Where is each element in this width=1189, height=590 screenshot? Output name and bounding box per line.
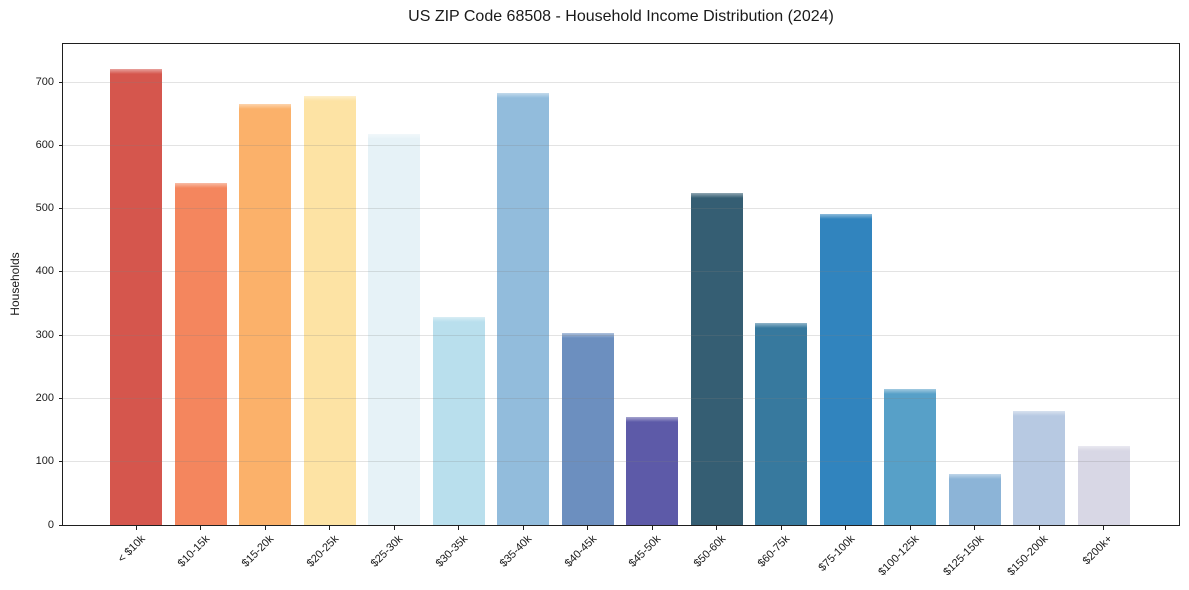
y-tick — [59, 461, 63, 463]
gridline — [63, 334, 1179, 336]
y-axis-title: Households — [8, 252, 22, 316]
bar — [239, 104, 291, 525]
x-tick — [780, 526, 782, 530]
y-tick-label: 700 — [35, 75, 54, 88]
bar — [497, 92, 549, 525]
x-tick — [393, 526, 395, 530]
bar — [690, 192, 743, 525]
gridline — [63, 397, 1179, 399]
y-tick-label: 300 — [35, 328, 54, 341]
y-tick — [59, 524, 63, 526]
x-tick-label: $10-15k — [175, 533, 212, 570]
bar — [1013, 411, 1065, 525]
x-tick-label: $60-75k — [755, 533, 793, 570]
chart-title: US ZIP Code 68508 - Household Income Dis… — [408, 8, 834, 25]
x-tick-label: $20-25k — [304, 533, 341, 570]
plot-area: < $10k $10-15k $15-20k $20-25k $25-30k $30-35… — [36, 43, 1180, 578]
x-tick-label: $75-100k — [816, 533, 857, 574]
x-tick-label: $150-200k — [1005, 533, 1051, 579]
x-tick-label: $15-20k — [239, 533, 277, 570]
bar — [819, 213, 872, 525]
bar — [110, 69, 162, 525]
gridline — [63, 208, 1179, 210]
x-tick-label: $100-125k — [876, 533, 922, 579]
bar — [626, 416, 678, 525]
x-tick — [974, 526, 975, 530]
gridline — [63, 271, 1179, 273]
x-tick — [651, 526, 653, 530]
y-tick-label: 100 — [35, 455, 54, 468]
x-tick — [522, 526, 524, 530]
bar — [432, 317, 485, 525]
gridline — [63, 144, 1179, 146]
x-tick-label: $25-30k — [368, 533, 406, 570]
x-tick — [458, 526, 459, 530]
x-tick-label: $30-35k — [433, 533, 470, 570]
bar — [303, 95, 356, 525]
y-tick — [59, 334, 63, 336]
y-tick-label: 400 — [35, 265, 54, 278]
x-tick-label: $35-40k — [497, 533, 535, 570]
x-tick — [264, 526, 266, 530]
bar — [884, 388, 936, 525]
y-tick-label: 0 — [47, 518, 54, 531]
gridline — [63, 81, 1179, 83]
x-tick-label: $45-50k — [626, 533, 664, 570]
bar — [174, 183, 227, 525]
bar — [368, 133, 420, 525]
y-tick-label: 500 — [35, 202, 54, 215]
y-tick — [59, 208, 63, 210]
x-tick — [135, 526, 137, 530]
bar — [755, 322, 807, 525]
x-tick-label: $200k+ — [1080, 533, 1115, 568]
y-tick — [59, 81, 63, 83]
y-tick-label: 200 — [35, 391, 54, 404]
x-tick — [909, 526, 911, 530]
bar — [561, 333, 614, 525]
x-tick — [845, 526, 846, 530]
x-tick-label: $50-60k — [691, 533, 728, 570]
bar — [948, 473, 1001, 525]
x-tick — [1038, 526, 1040, 530]
gridline — [63, 461, 1179, 463]
x-tick — [200, 526, 201, 530]
y-tick — [59, 397, 63, 399]
x-tick — [716, 526, 717, 530]
x-tick — [329, 526, 330, 530]
y-tick — [59, 271, 63, 273]
x-tick-label: < $10k — [115, 533, 148, 566]
bar — [1077, 445, 1130, 525]
y-tick — [59, 144, 63, 146]
x-tick — [587, 526, 588, 530]
x-tick-label: $40-45k — [562, 533, 599, 570]
y-tick-label: 600 — [35, 138, 54, 151]
x-tick-label: $125-150k — [940, 533, 986, 579]
x-tick — [1103, 526, 1104, 530]
